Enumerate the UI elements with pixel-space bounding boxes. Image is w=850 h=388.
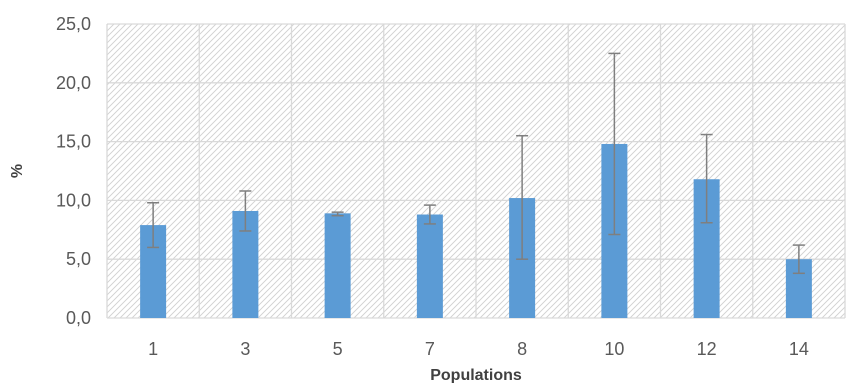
x-tick-label: 7 [425, 339, 435, 359]
gridlines [106, 23, 846, 319]
x-tick-label: 14 [789, 339, 809, 359]
y-tick-label: 0,0 [66, 308, 91, 328]
x-axis-title: Populations [430, 367, 522, 383]
error-bar [608, 52, 621, 236]
y-tick-label: 10,0 [56, 190, 91, 210]
y-tick-labels: 0,0 5,0 10,0 15,0 20,0 25,0 [56, 14, 91, 328]
bar [324, 213, 351, 318]
error-bar [423, 204, 436, 225]
y-tick-label: 25,0 [56, 14, 91, 34]
x-tick-label: 1 [148, 339, 158, 359]
error-bar [239, 190, 252, 232]
y-tick-label: 20,0 [56, 73, 91, 93]
error-bar [516, 134, 529, 260]
error-bar [792, 244, 805, 275]
error-bar [147, 202, 160, 249]
x-tick-label: 5 [333, 339, 343, 359]
x-tick-label: 10 [604, 339, 624, 359]
error-bars [147, 52, 805, 275]
error-bar [331, 211, 344, 217]
x-tick-label: 8 [517, 339, 527, 359]
x-tick-labels: 1 3 5 7 8 10 12 14 [148, 339, 809, 359]
y-tick-label: 5,0 [66, 249, 91, 269]
x-tick-label: 12 [697, 339, 717, 359]
y-tick-label: 15,0 [56, 132, 91, 152]
bars [140, 143, 812, 318]
y-axis-title: % [9, 164, 26, 178]
bar [416, 214, 443, 318]
x-tick-label: 3 [240, 339, 250, 359]
error-bar [700, 133, 713, 224]
